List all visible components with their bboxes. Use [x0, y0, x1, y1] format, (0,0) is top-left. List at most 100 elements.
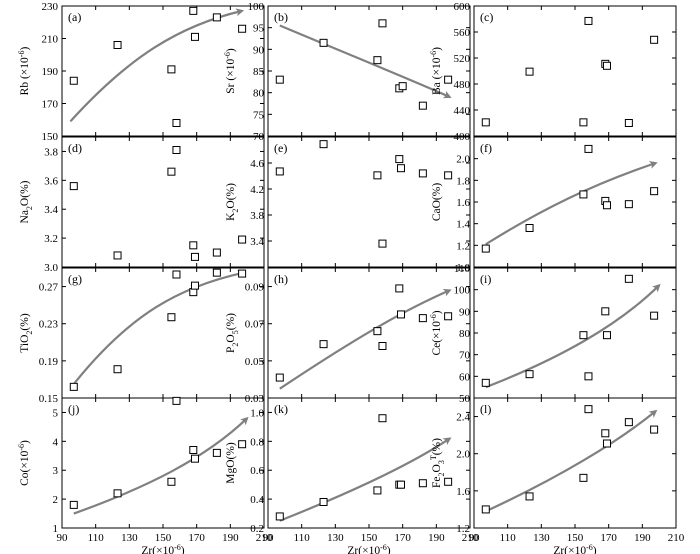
data-point [373, 56, 382, 65]
data-point [525, 370, 534, 379]
data-point [525, 492, 534, 501]
y-tick-label: 3.8 [44, 146, 58, 158]
data-point [601, 307, 610, 316]
y-tick-label: 600 [454, 1, 471, 13]
data-point [584, 405, 593, 414]
data-point [525, 67, 534, 76]
data-point [189, 6, 198, 15]
panel-frame [473, 267, 677, 399]
y-tick-label: 85 [253, 66, 265, 78]
x-tick-label: 90 [57, 532, 69, 544]
y-tick-label: 4.6 [250, 158, 264, 170]
y-axis-label: Fe2O3T(%) [429, 438, 446, 488]
x-axis-label: Zr(×10-6) [141, 543, 184, 554]
trend-arrow [69, 8, 245, 123]
y-axis-label: Na2O(%) [19, 180, 34, 223]
data-point [167, 167, 176, 176]
y-tick-label: 95 [253, 23, 265, 35]
data-point [378, 414, 387, 423]
x-tick-label: 130 [121, 532, 138, 544]
data-point [172, 146, 181, 154]
data-point [113, 489, 122, 498]
panel-frame [473, 397, 677, 529]
data-point [190, 252, 199, 261]
x-tick-label: 130 [533, 532, 550, 544]
y-tick-label: 2.4 [456, 412, 470, 424]
y-tick-label: 1.4 [456, 219, 470, 231]
x-tick-label: 90 [469, 532, 481, 544]
panel-a: 150 170 190 210 230 (a) Rb (×10-6) [17, 1, 265, 143]
data-point [525, 224, 534, 232]
x-tick-label: 90 [263, 532, 275, 544]
data-point [444, 477, 453, 486]
x-tick-label: 210 [462, 532, 479, 544]
panel-h: 0.03 0.05 0.07 0.09 (h) P2O5(%) [225, 267, 471, 405]
data-point [319, 38, 328, 47]
panel-label: (c) [480, 10, 493, 24]
y-tick-label: 0.07 [245, 319, 265, 331]
x-tick-label: 110 [500, 532, 517, 544]
y-axis-label: P2O5(%) [225, 313, 240, 353]
data-point [190, 281, 199, 290]
x-tick-label: 190 [634, 532, 651, 544]
y-tick-label: 3.8 [250, 210, 264, 222]
data-point [212, 248, 221, 257]
y-tick-label: 0.15 [39, 393, 59, 405]
data-point [378, 19, 387, 28]
panel-label: (b) [274, 10, 288, 24]
data-point [319, 140, 328, 149]
y-tick-label: 0.6 [250, 465, 264, 477]
y-tick-label: 230 [42, 1, 59, 13]
y-axis-label: Rb (×10-6) [17, 47, 31, 96]
data-point [190, 454, 199, 463]
data-point [418, 314, 427, 323]
data-point [395, 284, 404, 293]
x-axis-label: Zr(×10-6) [553, 543, 596, 554]
data-point [396, 164, 405, 173]
panel-i: 50 60 70 80 90 100 110 (i) Ce(×10-6) [429, 263, 677, 405]
data-point [444, 312, 453, 321]
data-point [69, 182, 78, 191]
data-point [212, 268, 221, 277]
data-point [238, 269, 247, 278]
y-tick-label: 75 [253, 109, 265, 121]
data-point [584, 16, 593, 25]
panel-frame [473, 5, 677, 137]
panel-label: (e) [274, 141, 287, 155]
data-point [579, 118, 588, 127]
data-point [624, 274, 633, 283]
data-point [167, 477, 176, 486]
data-point [584, 372, 593, 381]
y-tick-label: 0.27 [39, 282, 59, 294]
data-point [172, 396, 181, 405]
y-axis-label: CaO(%) [431, 183, 443, 221]
data-point [418, 479, 427, 488]
y-tick-label: 50 [459, 393, 471, 405]
panel-j: 90 110 130 150 170 190 210 1 2 3 4 5 (j) Co(×10-6) Zr(… [17, 396, 273, 554]
data-point [212, 448, 221, 457]
data-point [69, 500, 78, 509]
data-point [579, 190, 588, 199]
x-axis-label: Zr(×10-6) [347, 543, 390, 554]
x-tick-label: 150 [567, 532, 584, 544]
data-point [602, 439, 611, 448]
y-tick-label: 0.4 [250, 494, 264, 506]
panel-label: (a) [68, 10, 81, 24]
data-point [602, 61, 611, 70]
x-tick-label: 110 [294, 532, 311, 544]
data-point [584, 144, 593, 153]
y-tick-label: 520 [454, 53, 471, 65]
y-tick-label: 90 [459, 306, 471, 318]
data-point [378, 342, 387, 350]
data-point [378, 239, 387, 248]
x-tick-label: 190 [428, 532, 445, 544]
y-tick-label: 3.6 [44, 175, 58, 187]
data-point [238, 440, 247, 449]
y-tick-label: 1 [53, 523, 59, 535]
x-tick-label: 130 [327, 532, 344, 544]
y-tick-label: 1.6 [456, 486, 470, 498]
y-axis-label: Co(×10-6) [17, 440, 31, 486]
y-tick-label: 100 [248, 1, 265, 13]
